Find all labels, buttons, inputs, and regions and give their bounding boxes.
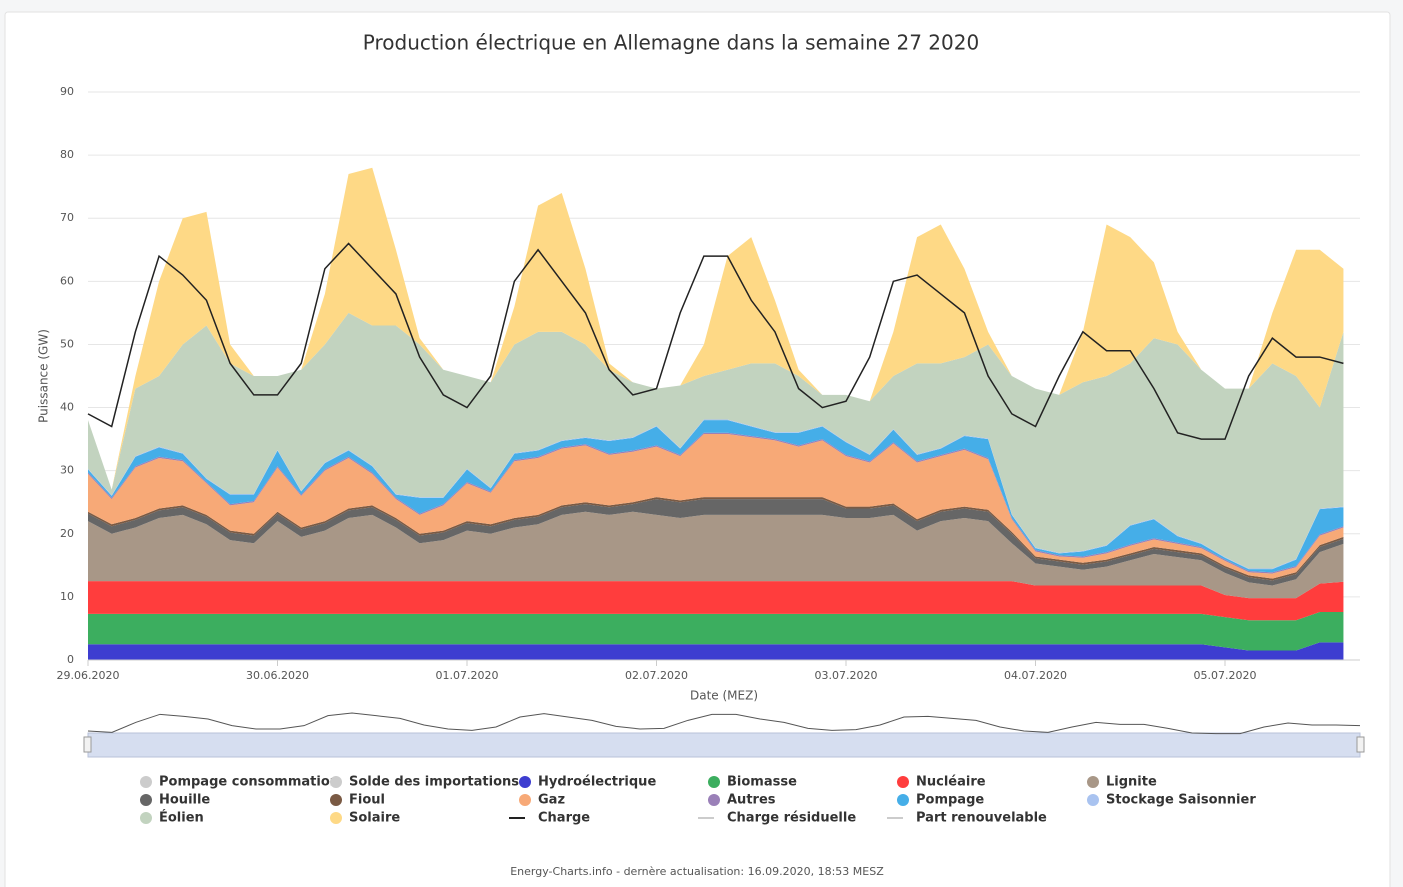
y-tick-label: 0 <box>67 653 74 666</box>
legend-marker <box>1087 776 1099 788</box>
legend-marker <box>897 776 909 788</box>
legend-item[interactable]: Solaire <box>330 811 400 826</box>
legend-item[interactable]: Autres <box>708 793 776 808</box>
legend-item[interactable]: Nucléaire <box>897 775 986 790</box>
legend-marker <box>140 812 152 824</box>
legend-label: Solde des importations <box>349 775 519 790</box>
navigator-handle[interactable] <box>1356 736 1365 753</box>
legend-label: Lignite <box>1106 775 1157 790</box>
legend-item[interactable]: Charge <box>509 811 590 826</box>
legend-label: Houille <box>159 793 210 808</box>
legend-label: Éolien <box>159 810 204 826</box>
legend-marker <box>897 794 909 806</box>
legend-item[interactable]: Part renouvelable <box>887 811 1047 826</box>
x-tick-label: 01.07.2020 <box>436 669 499 682</box>
legend-marker <box>140 794 152 806</box>
y-tick-label: 80 <box>60 148 74 161</box>
legend-marker <box>1087 794 1099 806</box>
legend-label: Pompage <box>916 793 984 808</box>
x-tick-label: 03.07.2020 <box>815 669 878 682</box>
y-tick-label: 30 <box>60 464 74 477</box>
legend-item[interactable]: Houille <box>140 793 210 808</box>
x-axis-label: Date (MEZ) <box>690 689 758 703</box>
legend-label: Biomasse <box>727 775 797 790</box>
legend-label: Pompage consommation <box>159 775 339 790</box>
legend-marker <box>330 794 342 806</box>
legend-item[interactable]: Éolien <box>140 810 204 826</box>
y-tick-label: 60 <box>60 274 74 287</box>
navigator-handle[interactable] <box>83 736 92 753</box>
area <box>88 511 1344 599</box>
area <box>88 312 1344 569</box>
y-tick-label: 50 <box>60 337 74 350</box>
x-tick-label: 04.07.2020 <box>1004 669 1067 682</box>
y-tick-label: 20 <box>60 527 74 540</box>
legend-marker <box>330 812 342 824</box>
legend-item[interactable]: Pompage <box>897 793 984 808</box>
legend-label: Charge résiduelle <box>727 811 856 826</box>
area <box>88 612 1344 651</box>
navigator-line <box>87 712 1361 735</box>
legend-marker <box>708 794 720 806</box>
legend-marker <box>519 776 531 788</box>
legend-marker <box>519 794 531 806</box>
legend-label: Fioul <box>349 793 385 808</box>
legend-label: Nucléaire <box>916 775 986 790</box>
legend-item[interactable]: Fioul <box>330 793 385 808</box>
legend-label: Autres <box>727 793 776 808</box>
legend-label: Hydroélectrique <box>538 775 656 790</box>
legend-label: Gaz <box>538 793 565 808</box>
legend-item[interactable]: Charge résiduelle <box>698 811 856 826</box>
legend-label: Solaire <box>349 811 400 826</box>
legend-item[interactable]: Gaz <box>519 793 565 808</box>
y-tick-label: 90 <box>60 85 74 98</box>
legend-label: Part renouvelable <box>916 811 1047 826</box>
footer: Energy-Charts.info - dernère actualisati… <box>510 865 884 878</box>
legend-item[interactable]: Pompage consommation <box>140 775 339 790</box>
legend-marker <box>330 776 342 788</box>
legend-item[interactable]: Stockage Saisonnier <box>1087 793 1256 808</box>
legend-item[interactable]: Solde des importations <box>330 775 519 790</box>
line <box>87 242 1344 440</box>
x-tick-label: 05.07.2020 <box>1194 669 1257 682</box>
plot <box>87 91 1360 661</box>
y-axis-label: Puissance (GW) <box>37 329 51 423</box>
legend-label: Charge <box>538 811 590 826</box>
navigator[interactable] <box>87 732 1361 758</box>
legend-marker <box>140 776 152 788</box>
legend-item[interactable]: Lignite <box>1087 775 1157 790</box>
chart-title: Production électrique en Allemagne dans … <box>363 31 979 55</box>
x-tick-label: 02.07.2020 <box>625 669 688 682</box>
legend-label: Stockage Saisonnier <box>1106 793 1256 808</box>
legend-item[interactable]: Biomasse <box>708 775 797 790</box>
x-tick-label: 29.06.2020 <box>57 669 120 682</box>
area <box>88 642 1344 660</box>
legend-marker <box>708 776 720 788</box>
y-tick-label: 10 <box>60 590 74 603</box>
x-tick-label: 30.06.2020 <box>246 669 309 682</box>
y-tick-label: 70 <box>60 211 74 224</box>
y-tick-label: 40 <box>60 401 74 414</box>
area <box>88 581 1344 621</box>
area <box>88 167 1344 490</box>
area <box>88 434 1344 579</box>
legend-item[interactable]: Hydroélectrique <box>519 775 656 790</box>
